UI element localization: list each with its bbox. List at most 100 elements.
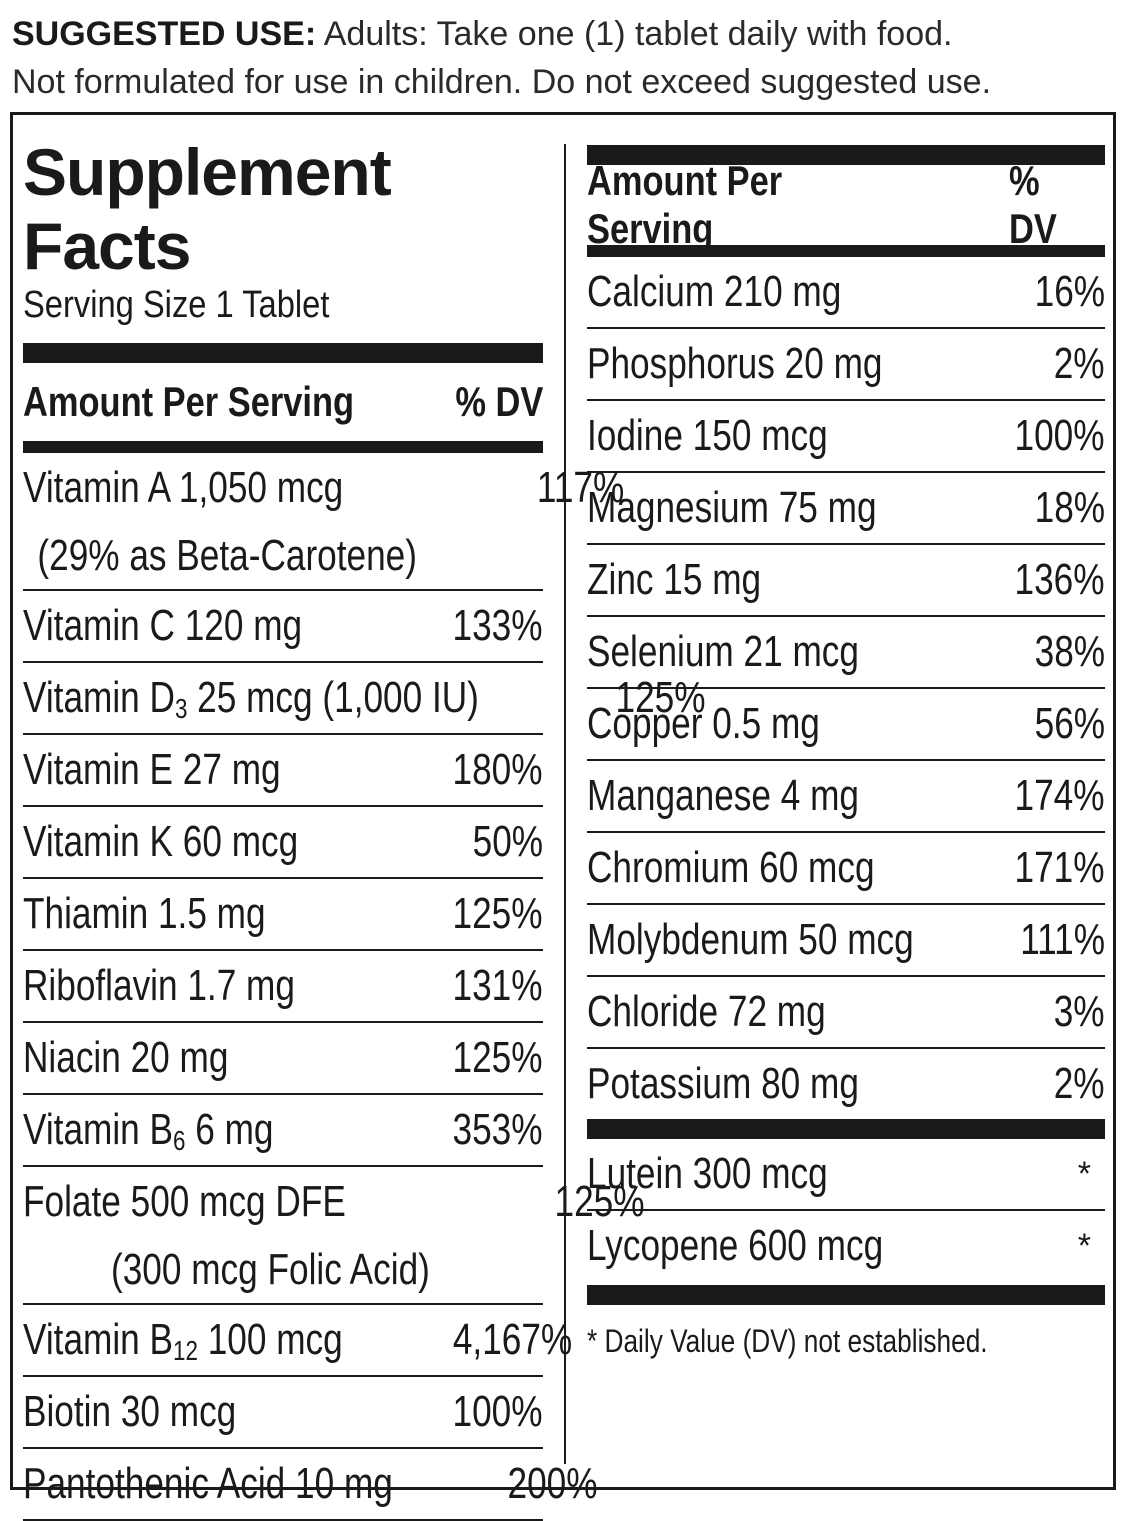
nutrient-dv: 133% (452, 601, 543, 650)
serving-size: Serving Size 1 Tablet (23, 284, 330, 326)
nutrient-name-cell: Vitamin A 1,050 mcg (29% as Beta-Carotene… (23, 453, 515, 589)
nutrient-name: Copper 0.5 mg (587, 699, 820, 748)
left-nutrient-list: Vitamin A 1,050 mcg (29% as Beta-Carotene… (23, 453, 705, 1521)
nutrient-name: Chloride 72 mg (587, 987, 826, 1036)
nutrient-row: Molybdenum 50 mcg 111% (587, 905, 1105, 977)
nutrient-row: Vitamin C 120 mg 133% (23, 591, 543, 663)
dv-footnote: * Daily Value (DV) not established. (587, 1321, 1105, 1361)
nutrient-dv: 100% (452, 1387, 543, 1436)
right-nutrient-list: Calcium 210 mg 16% Phosphorus 20 mg 2% Iodin… (587, 257, 1105, 1119)
nutrient-name-cell: Niacin 20 mg (23, 1023, 280, 1093)
nutrient-name-cell: Molybdenum 50 mcg (587, 905, 995, 975)
nutrient-name-part: 100 mcg (197, 1315, 343, 1364)
thick-rule-bottom (587, 1285, 1105, 1305)
nutrient-name-cell: Potassium 80 mg (587, 1049, 927, 1119)
nutrient-dv: 125% (452, 1033, 543, 1082)
nutrient-name-cell: Vitamin E 27 mg (23, 735, 345, 805)
nutrient-name-cell: Thiamin 1.5 mg (23, 879, 326, 949)
nutrient-name: Magnesium 75 mg (587, 483, 877, 532)
other-ingredient-list: Lutein 300 mcg * Lycopene 600 mcg * (587, 1139, 1105, 1281)
medium-rule (23, 441, 543, 453)
nutrient-name-cell: Magnesium 75 mg (587, 473, 949, 543)
medium-rule-right (587, 245, 1105, 257)
nutrient-name-cell: Lycopene 600 mcg (587, 1211, 957, 1281)
nutrient-row: Niacin 20 mg 125% (23, 1023, 543, 1095)
nutrient-name: Vitamin B6 6 mg (23, 1095, 274, 1165)
nutrient-dv: 2% (1054, 339, 1105, 388)
nutrient-row: Copper 0.5 mg 56% (587, 689, 1105, 761)
nutrient-name: Pantothenic Acid 10 mg (23, 1459, 393, 1508)
amount-header: Amount Per Serving % DV (23, 363, 543, 441)
nutrient-name: Niacin 20 mg (23, 1033, 229, 1082)
nutrient-name-part: 6 mg (185, 1105, 274, 1154)
nutrient-dv: 171% (1014, 843, 1105, 892)
nutrient-dv: 180% (452, 745, 543, 794)
nutrient-name-cell: Chromium 60 mcg (587, 833, 946, 903)
nutrient-dv: 2% (1054, 1059, 1105, 1108)
nutrient-row: Iodine 150 mcg 100% (587, 401, 1105, 473)
nutrient-row: Selenium 21 mcg 38% (587, 617, 1105, 689)
nutrient-subscript: 12 (173, 1335, 198, 1366)
column-divider (564, 144, 566, 1464)
nutrient-name: Phosphorus 20 mg (587, 339, 883, 388)
suggested-use-line-1: SUGGESTED USE: Adults: Take one (1) tabl… (12, 10, 1118, 58)
nutrient-dv: 125% (554, 1177, 645, 1226)
nutrient-row: Magnesium 75 mg 18% (587, 473, 1105, 545)
facts-left-column: Supplement Facts Serving Size 1 Tablet A… (23, 115, 705, 1521)
nutrient-dv: 125% (452, 889, 543, 938)
nutrient-name: Manganese 4 mg (587, 771, 859, 820)
nutrient-dv: 18% (1034, 483, 1105, 532)
nutrient-dv: 200% (507, 1459, 598, 1508)
nutrient-dv: 4,167% (452, 1315, 572, 1364)
nutrient-name-cell: Iodine 150 mcg (587, 401, 888, 471)
nutrient-dv: * (1077, 1227, 1091, 1265)
nutrient-name: Selenium 21 mcg (587, 627, 859, 676)
nutrient-name-cell: Biotin 30 mcg (23, 1377, 290, 1447)
nutrient-row: Thiamin 1.5 mg 125% (23, 879, 543, 951)
supplement-facts-panel: Supplement Facts Serving Size 1 Tablet A… (10, 112, 1116, 1521)
nutrient-row: Vitamin A 1,050 mcg (29% as Beta-Carotene… (23, 453, 625, 591)
nutrient-name-cell: Riboflavin 1.7 mg (23, 951, 363, 1021)
nutrient-row: Chloride 72 mg 3% (587, 977, 1105, 1049)
nutrient-name-cell: Calcium 210 mg (587, 257, 905, 327)
nutrient-row: Vitamin K 60 mcg 50% (23, 807, 543, 879)
nutrient-dv: 136% (1014, 555, 1105, 604)
suggested-use: SUGGESTED USE: Adults: Take one (1) tabl… (12, 10, 1118, 106)
nutrient-name-cell: Zinc 15 mg (587, 545, 805, 615)
nutrient-row: Folate 500 mcg DFE (300 mcg Folic Acid) 12… (23, 1167, 644, 1305)
nutrient-row: Biotin 30 mcg 100% (23, 1377, 543, 1449)
nutrient-name-cell: Chloride 72 mg (587, 977, 885, 1047)
nutrient-name: Vitamin D3 25 mcg (1,000 IU) (23, 663, 479, 733)
nutrient-name: Riboflavin 1.7 mg (23, 961, 295, 1010)
nutrient-name-cell: Lutein 300 mcg (587, 1139, 888, 1209)
nutrient-name-part: Vitamin B (23, 1315, 173, 1364)
nutrient-dv: * (1077, 1155, 1091, 1193)
suggested-use-label: SUGGESTED USE: (12, 15, 317, 53)
dv-footnote-text: * Daily Value (DV) not established. (587, 1323, 988, 1359)
nutrient-dv: 16% (1034, 267, 1105, 316)
nutrient-row: Vitamin B12 100 mcg 4,167% (23, 1305, 572, 1377)
nutrient-row: Vitamin B6 6 mg 353% (23, 1095, 543, 1167)
nutrient-name-cell: Selenium 21 mcg (587, 617, 927, 687)
nutrient-row: Lutein 300 mcg * (587, 1139, 1105, 1211)
nutrient-row: Vitamin D3 25 mcg (1,000 IU) 125% (23, 663, 705, 735)
nutrient-row: Phosphorus 20 mg 2% (587, 329, 1105, 401)
thick-rule-right (587, 145, 1105, 165)
nutrient-name: Vitamin E 27 mg (23, 745, 281, 794)
nutrient-row: Manganese 4 mg 174% (587, 761, 1105, 833)
nutrient-name-cell: Vitamin C 120 mg (23, 591, 372, 661)
nutrient-name: Lycopene 600 mcg (587, 1221, 884, 1270)
thick-rule (23, 343, 543, 363)
nutrient-name-cell: Pantothenic Acid 10 mg (23, 1449, 485, 1519)
nutrient-row: Lycopene 600 mcg * (587, 1211, 1105, 1281)
nutrient-subscript: 3 (174, 693, 188, 724)
nutrient-name: Vitamin K 60 mcg (23, 817, 299, 866)
nutrient-subline: (29% as Beta-Carotene) (37, 531, 417, 580)
suggested-use-text-1: Adults: Take one (1) tablet daily with f… (323, 15, 953, 53)
nutrient-row: Pantothenic Acid 10 mg 200% (23, 1449, 598, 1521)
nutrient-name: Vitamin C 120 mg (23, 601, 303, 650)
nutrient-row: Calcium 210 mg 16% (587, 257, 1105, 329)
nutrient-name: Chromium 60 mcg (587, 843, 875, 892)
nutrient-dv: 38% (1034, 627, 1105, 676)
nutrient-name: Potassium 80 mg (587, 1059, 859, 1108)
